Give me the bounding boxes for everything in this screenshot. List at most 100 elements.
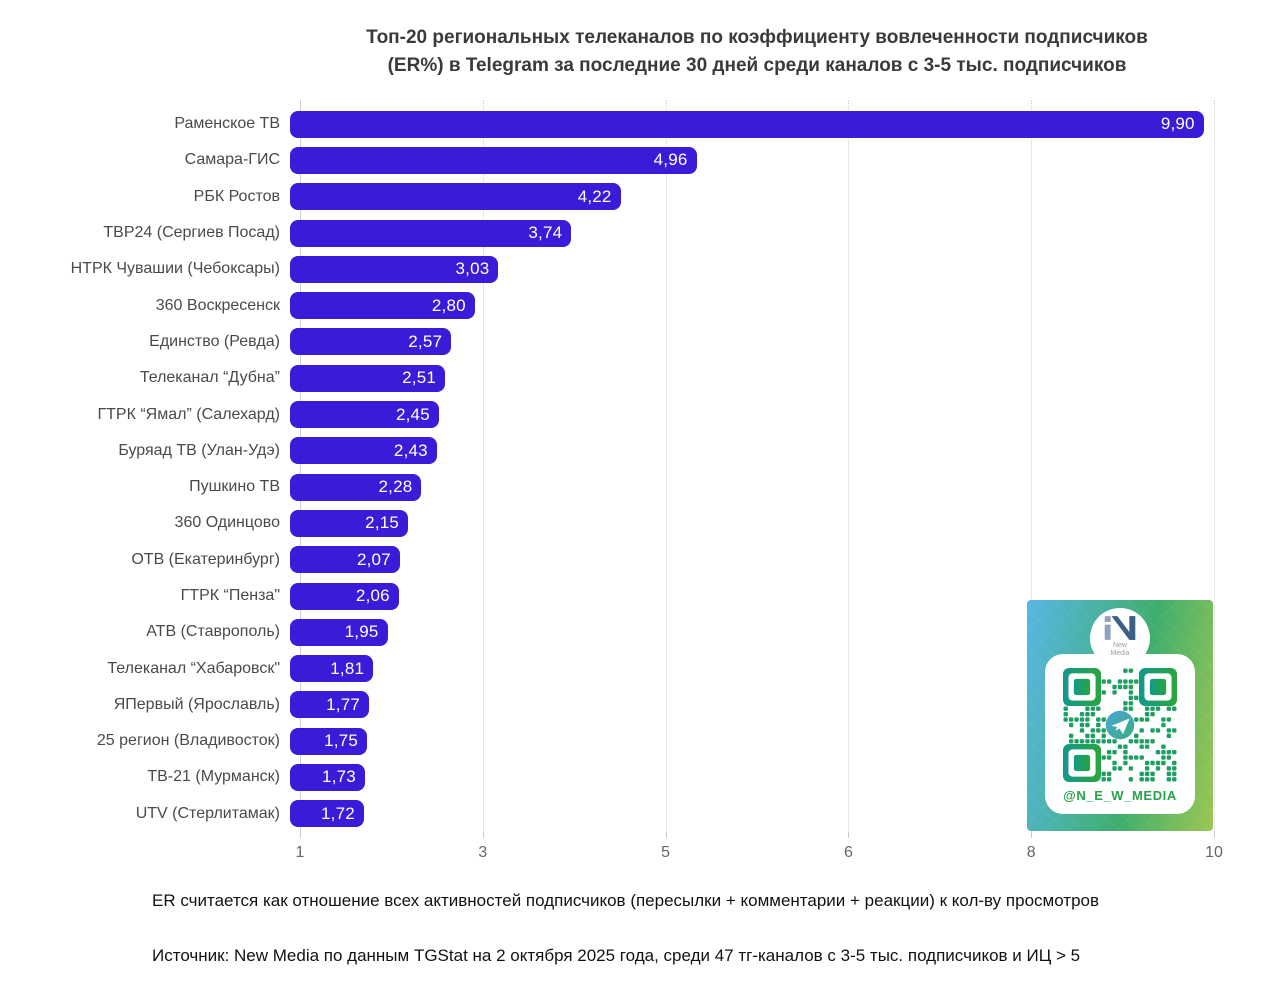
bar-track: 2,43: [290, 437, 1214, 465]
qr-promo-card[interactable]: New Media: [1027, 600, 1213, 831]
value-bar: 1,75: [290, 727, 367, 755]
bar-track: 2,28: [290, 473, 1214, 501]
gridline: [1214, 100, 1215, 832]
value-label: 4,96: [653, 150, 688, 170]
bar-row: Раменское ТВ 9,90: [0, 106, 1214, 142]
value-bar: 2,80: [290, 292, 475, 320]
bar-row: НТРК Чувашии (Чебоксары) 3,03: [0, 251, 1214, 287]
value-label: 2,57: [408, 331, 443, 351]
logo-caption: New Media: [1110, 642, 1129, 658]
bar-track: 1,81: [290, 655, 1214, 683]
value-bar: 3,03: [290, 255, 499, 283]
value-label: 4,22: [577, 186, 612, 206]
bar-track: 3,74: [290, 219, 1214, 247]
value-bar: 2,45: [290, 401, 439, 429]
value-label: 2,07: [356, 549, 391, 569]
y-axis-line: [300, 100, 301, 832]
bar-row: Телеканал “Дубна” 2,51: [0, 360, 1214, 396]
bar-row: 25 регион (Владивосток) 1,75: [0, 723, 1214, 759]
value-label: 1,73: [322, 767, 356, 787]
new-media-logo: New Media: [1090, 608, 1150, 668]
value-label: 1,72: [321, 803, 355, 823]
value-bar: 9,90: [290, 110, 1204, 138]
logo-caption-line2: Media: [1110, 650, 1130, 657]
category-label: ТВ-21 (Мурманск): [147, 768, 280, 786]
value-label: 9,90: [1160, 114, 1195, 134]
category-label: Телеканал “Дубна”: [139, 369, 280, 387]
value-bar: 2,15: [290, 509, 409, 537]
bar-row: 360 Воскресенск 2,80: [0, 287, 1214, 323]
value-bar: 1,81: [290, 655, 374, 683]
value-label: 3,74: [528, 223, 563, 243]
bar-row: ГТРК “Пенза" 2,06: [0, 578, 1214, 614]
bar-row: UTV (Стерлитамак) 1,72: [0, 796, 1214, 832]
chart-gridlines: 1 3 5 6 8 10: [296, 100, 1223, 861]
bar-track: 3,03: [290, 255, 1214, 283]
value-label: 2,80: [431, 295, 466, 315]
bar-track: 1,73: [290, 763, 1214, 791]
telegram-handle: @N_E_W_MEDIA: [1063, 788, 1177, 803]
bar-track: 9,90: [290, 110, 1214, 138]
bar-track: 4,22: [290, 183, 1214, 211]
bar-row: 360 Одинцово 2,15: [0, 505, 1214, 541]
chart-title: Топ-20 региональных телеканалов по коэфф…: [300, 24, 1214, 80]
value-label: 3,03: [455, 259, 490, 279]
bar-chart: Раменское ТВ 9,90 Самара-ГИС 4,96 РБК Ростов…: [0, 106, 1214, 832]
category-label: ЯПервый (Ярославль): [113, 695, 280, 713]
chart-title-line1: Топ-20 региональных телеканалов по коэфф…: [366, 27, 1148, 48]
value-bar: 1,73: [290, 763, 365, 791]
value-bar: 2,28: [290, 473, 422, 501]
category-label: Пушкино ТВ: [189, 478, 280, 496]
category-label: Телеканал “Хабаровск": [107, 659, 280, 677]
bar-track: 1,77: [290, 691, 1214, 719]
footnote-methodology: ER считается как отношение всех активнос…: [152, 891, 1100, 910]
bar-track: 2,45: [290, 401, 1214, 429]
bar-track: 2,06: [290, 582, 1214, 610]
x-tick-label: 3: [478, 844, 488, 861]
x-tick-label: 1: [295, 844, 305, 861]
logo-caption-line1: New: [1112, 642, 1127, 649]
value-bar: 1,72: [290, 800, 364, 828]
bar-row: РБК Ростов 4,22: [0, 179, 1214, 215]
category-label: ОТВ (Екатеринбург): [131, 550, 280, 568]
value-bar: 3,74: [290, 219, 572, 247]
axis-tick: [1214, 832, 1215, 838]
gridline: [1031, 100, 1033, 832]
bar-row: ГТРК “Ямал” (Салехард) 2,45: [0, 396, 1214, 432]
x-tick-label: 10: [1205, 844, 1223, 861]
category-label: АТВ (Ставрополь): [146, 623, 280, 641]
category-label: Буряад ТВ (Улан-Удэ): [118, 441, 280, 459]
axis-tick: [1031, 832, 1033, 838]
axis-tick: [482, 832, 484, 838]
new-media-n-icon: [1104, 616, 1136, 640]
category-label: РБК Ростов: [193, 187, 280, 205]
value-bar: 2,43: [290, 437, 437, 465]
gridline: [482, 100, 484, 832]
value-label: 2,28: [378, 477, 413, 497]
bar-track: 1,72: [290, 800, 1214, 828]
qr-card-content: @N_E_W_MEDIA: [1045, 654, 1195, 814]
bar-row: ЯПервый (Ярославль) 1,77: [0, 687, 1214, 723]
bar-row: АТВ (Ставрополь) 1,95: [0, 614, 1214, 650]
bar-track: 4,96: [290, 146, 1214, 174]
category-label: Единство (Ревда): [149, 332, 280, 350]
value-bar: 1,77: [290, 691, 370, 719]
bar-track: 2,15: [290, 509, 1214, 537]
axis-tick: [300, 832, 301, 838]
category-label: 360 Одинцово: [174, 514, 280, 532]
value-label: 2,15: [365, 513, 400, 533]
bar-row: Самара-ГИС 4,96: [0, 142, 1214, 178]
value-bar: 4,96: [290, 146, 697, 174]
value-label: 2,06: [355, 586, 390, 605]
value-bar: 2,06: [290, 582, 399, 610]
bar-track: 2,57: [290, 328, 1214, 356]
bar-track: 2,51: [290, 364, 1214, 392]
category-label: 25 регион (Владивосток): [96, 732, 280, 750]
category-label: 360 Воскресенск: [155, 296, 280, 314]
x-tick-label: 5: [661, 844, 671, 861]
chart-title-line2: (ER%) в Telegram за последние 30 дней ср…: [387, 55, 1127, 76]
bar-track: 2,07: [290, 546, 1214, 574]
bar-row: Единство (Ревда) 2,57: [0, 324, 1214, 360]
value-label: 2,45: [395, 404, 430, 424]
